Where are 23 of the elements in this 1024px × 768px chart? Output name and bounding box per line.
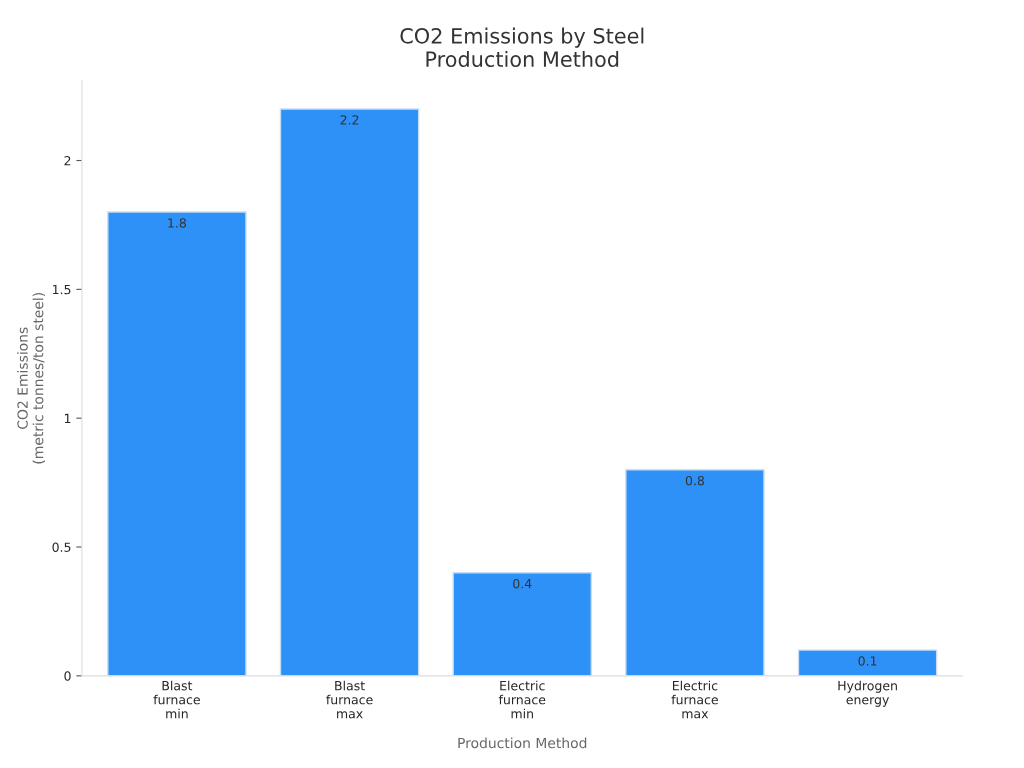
- bar: [625, 469, 765, 676]
- x-tick-label: Hydrogen energy: [838, 680, 897, 707]
- y-axis-title: CO2 Emissions (metric tonnes/ton steel): [17, 293, 46, 464]
- bar: [279, 108, 420, 676]
- x-axis-title: Production Method: [458, 737, 587, 749]
- bar: [452, 572, 593, 676]
- data-label: 1.8: [168, 218, 186, 228]
- chart-title: CO2 Emissions by Steel Production Method: [400, 27, 644, 68]
- bar: [107, 211, 247, 676]
- y-tick-label: 0.5: [52, 542, 71, 552]
- data-label: 0.1: [858, 656, 877, 666]
- x-tick-label: Electric furnace max: [671, 680, 718, 719]
- y-tick-label: 1: [64, 413, 71, 423]
- data-label: 0.8: [685, 475, 704, 486]
- x-tick-label: Blast furnace max: [326, 680, 373, 719]
- y-tick-label: 2: [64, 155, 71, 166]
- bar: [797, 649, 938, 676]
- x-tick-label: Electric furnace min: [498, 680, 546, 719]
- data-label: 2.2: [340, 115, 359, 125]
- data-label: 0.4: [513, 578, 532, 589]
- y-tick-label: 0: [64, 671, 71, 681]
- y-tick-label: 1.5: [53, 284, 71, 295]
- x-tick-label: Blast furnace min: [153, 680, 200, 719]
